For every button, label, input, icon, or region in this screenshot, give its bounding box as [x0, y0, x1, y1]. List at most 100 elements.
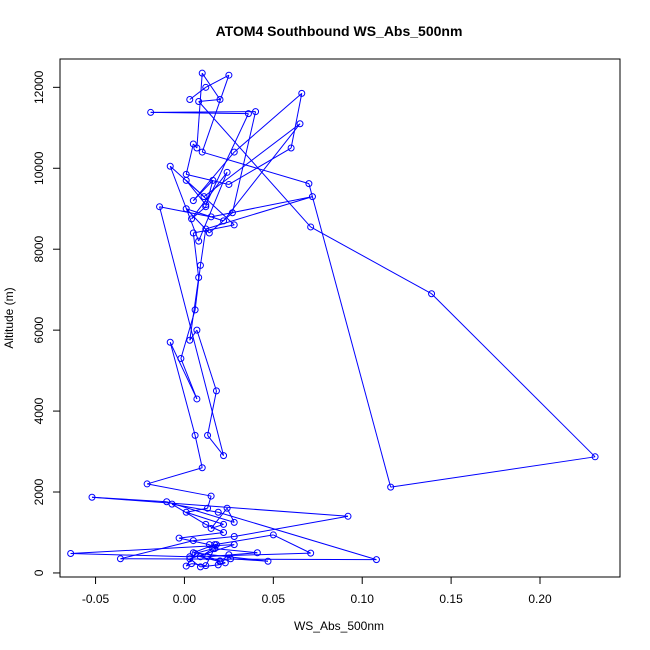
data-point: [387, 483, 395, 491]
series-line-segment: [194, 435, 203, 468]
data-point: [202, 562, 210, 570]
data-point: [207, 492, 215, 500]
data-point: [305, 180, 313, 188]
series-line-segment: [192, 232, 200, 278]
series-line-segment: [228, 147, 292, 185]
series-line-segment: [211, 196, 313, 218]
y-tick-label: 10000: [32, 151, 46, 185]
data-point: [147, 108, 155, 116]
series-line-segment: [198, 101, 312, 228]
data-point: [253, 549, 261, 557]
data-point: [230, 518, 238, 526]
series-line-segment: [202, 151, 310, 185]
series-line-segment: [230, 558, 269, 562]
series-line-segment: [196, 73, 203, 149]
data-point: [204, 553, 212, 561]
series-line-segment: [205, 113, 249, 205]
series-line-segment: [169, 342, 198, 400]
y-tick-label: 12000: [32, 70, 46, 104]
plot-area: [67, 69, 599, 571]
series-line-segment: [185, 180, 207, 206]
data-point: [198, 69, 206, 77]
data-point: [198, 464, 206, 472]
data-point: [225, 71, 233, 79]
data-point: [214, 508, 222, 516]
data-point: [202, 203, 210, 211]
x-tick-label: -0.05: [82, 592, 110, 606]
data-point: [207, 524, 215, 532]
data-point: [220, 217, 228, 225]
data-point: [209, 176, 217, 184]
data-point: [191, 431, 199, 439]
series-line-segment: [180, 309, 196, 359]
data-point: [287, 144, 295, 152]
data-point: [193, 395, 201, 403]
series-line-segment: [189, 552, 311, 558]
data-point: [220, 528, 228, 536]
data-point: [189, 537, 197, 545]
series-line-segment: [290, 93, 303, 149]
series-line-segment: [390, 456, 596, 488]
data-point: [296, 120, 304, 128]
series-line-segment: [200, 548, 214, 558]
x-tick-label: 0.05: [262, 592, 286, 606]
data-point: [372, 556, 380, 564]
data-point: [202, 201, 210, 209]
data-point: [216, 95, 224, 103]
series-line-segment: [223, 123, 301, 222]
data-point: [189, 229, 197, 237]
data-point: [189, 197, 197, 205]
data-point: [195, 237, 203, 245]
data-point: [166, 338, 174, 346]
series-line-segment: [210, 507, 228, 529]
data-point: [191, 306, 199, 314]
series-line-segment: [179, 531, 224, 539]
data-point: [269, 531, 277, 539]
data-point: [264, 557, 272, 565]
series-line-segment: [70, 553, 190, 558]
data-point: [204, 431, 212, 439]
data-point: [186, 336, 194, 344]
data-point: [230, 148, 238, 156]
y-axis-label: Altitude (m): [2, 287, 16, 348]
series-line-segment: [91, 496, 349, 517]
x-tick-label: 0.10: [351, 592, 375, 606]
series-line-segment: [186, 507, 208, 513]
data-point: [230, 533, 238, 541]
plot-frame: [59, 58, 621, 578]
data-point: [186, 95, 194, 103]
series-line-segment: [214, 548, 258, 554]
data-point: [244, 110, 252, 118]
data-point: [220, 520, 228, 528]
series-line-segment: [169, 342, 196, 436]
series-line-segment: [214, 534, 274, 546]
data-point: [212, 387, 220, 395]
series-line-segment: [233, 93, 303, 153]
data-point: [202, 83, 210, 91]
data-point: [166, 162, 174, 170]
data-point: [308, 193, 316, 201]
data-point: [200, 193, 208, 201]
data-point: [307, 223, 315, 231]
series-line-segment: [198, 172, 228, 242]
series-line-segment: [171, 503, 219, 513]
series-line-segment: [199, 228, 207, 266]
series-line-segment: [192, 180, 214, 201]
data-point: [225, 180, 233, 188]
series-line-segment: [218, 511, 377, 561]
data-point: [182, 176, 190, 184]
data-point: [298, 89, 306, 97]
data-point: [156, 203, 164, 211]
data-point: [188, 215, 196, 223]
chart-title: ATOM4 Southbound WS_Abs_500nm: [216, 23, 463, 39]
series-line-segment: [207, 435, 224, 456]
data-point: [230, 221, 238, 229]
data-point: [227, 555, 235, 563]
y-tick-label: 6000: [32, 316, 46, 343]
series-line-segment: [234, 515, 349, 538]
series-line-segment: [193, 536, 235, 542]
data-point: [205, 229, 213, 237]
data-point: [88, 493, 96, 501]
series-line-segment: [185, 180, 235, 226]
data-point: [307, 549, 315, 557]
